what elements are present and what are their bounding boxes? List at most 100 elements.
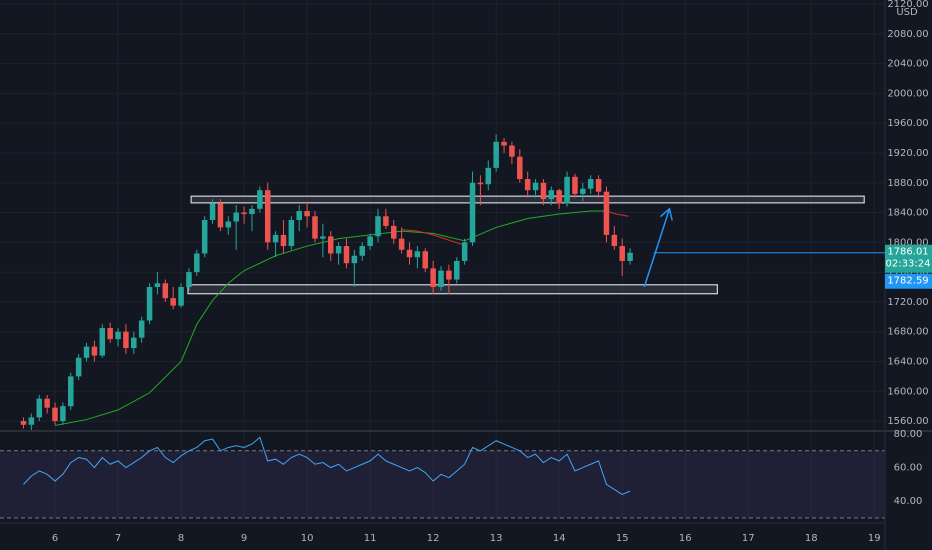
y-tick-label: 1880.00 <box>887 178 928 189</box>
candle-body <box>383 216 389 226</box>
candle-body <box>296 211 302 220</box>
y-tick-label: 1600.00 <box>887 386 928 397</box>
candle-body <box>327 236 334 254</box>
candle-body <box>587 179 594 189</box>
candle-body <box>572 176 578 194</box>
candle-body <box>469 182 476 243</box>
candle-body <box>367 236 373 247</box>
candle-body <box>115 331 121 340</box>
candle-body <box>595 179 602 192</box>
x-tick-label: 9 <box>241 533 247 544</box>
y-tick-label: 1720.00 <box>887 297 928 308</box>
candle-body <box>351 255 358 264</box>
candle-body <box>335 246 342 254</box>
x-tick-label: 7 <box>115 533 121 544</box>
candle-body <box>83 346 90 358</box>
rsi-band-fill <box>0 450 885 518</box>
x-tick-label: 8 <box>178 533 184 544</box>
candle-body <box>493 141 499 168</box>
y-tick-label: 2080.00 <box>887 29 928 40</box>
candle-body <box>430 268 436 288</box>
price-label: 1786.01 <box>887 247 928 258</box>
candle-body <box>564 176 570 204</box>
rsi-tick-label: 80.00 <box>894 429 923 440</box>
candle-body <box>343 246 350 264</box>
y-tick-label: 2000.00 <box>887 88 928 99</box>
moving-average <box>606 210 629 217</box>
y-tick-label: 2040.00 <box>887 59 928 70</box>
candle-body <box>501 141 507 146</box>
candle-body <box>627 252 633 261</box>
candle-body <box>28 417 35 425</box>
x-tick-label: 14 <box>553 533 566 544</box>
price-label: 1782.59 <box>887 276 928 287</box>
zone <box>187 284 718 295</box>
y-tick-label: 2120.00 <box>887 0 928 10</box>
candle-body <box>68 376 74 407</box>
candle-body <box>414 251 421 258</box>
y-tick-label: 1640.00 <box>887 356 928 367</box>
candle-body <box>280 234 287 247</box>
candle-body <box>241 212 247 215</box>
candle-body <box>517 156 523 180</box>
candle-body <box>201 219 208 254</box>
candle-body <box>540 182 547 200</box>
candle-body <box>107 327 113 340</box>
candle-body <box>509 145 515 157</box>
rsi-tick-label: 40.00 <box>894 496 923 507</box>
candle-body <box>556 190 562 204</box>
candle-body <box>146 287 153 321</box>
candle-body <box>485 167 492 185</box>
arrow-shaft <box>643 208 671 288</box>
moving-average <box>401 229 465 246</box>
y-tick-label: 1800.00 <box>887 237 928 248</box>
arrow-head <box>659 207 673 221</box>
candle-body <box>438 270 444 288</box>
candle-body <box>398 238 405 250</box>
moving-average <box>54 210 607 427</box>
candle-body <box>138 320 145 338</box>
candle-body <box>60 406 66 422</box>
candle-body <box>580 188 586 194</box>
candle-body <box>524 179 531 191</box>
candle-body <box>217 203 224 228</box>
candle-body <box>548 190 555 200</box>
candle-body <box>52 407 58 422</box>
candle-body <box>162 283 169 299</box>
y-tick-label: 1840.00 <box>887 208 928 219</box>
price-label-bg <box>885 244 932 273</box>
candle-body <box>477 182 484 185</box>
candle-body <box>446 270 452 280</box>
countdown-label: 02:33:24 <box>886 259 931 270</box>
candle-body <box>91 346 98 356</box>
x-tick-label: 6 <box>52 533 58 544</box>
candle-body <box>194 253 200 273</box>
y-tick-label: 1920.00 <box>887 148 928 159</box>
candle-body <box>611 234 618 247</box>
candle-body <box>36 398 43 418</box>
x-tick-label: 10 <box>301 533 314 544</box>
candle-body <box>375 216 381 237</box>
candle-body <box>272 234 279 243</box>
candle-body <box>532 182 539 191</box>
x-tick-label: 17 <box>742 533 755 544</box>
candle-body <box>406 249 413 258</box>
x-tick-label: 19 <box>868 533 881 544</box>
candle-body <box>123 331 129 349</box>
candle-body <box>249 208 255 215</box>
candle-body <box>288 219 295 247</box>
y-tick-label: 1680.00 <box>887 327 928 338</box>
candle-body <box>44 398 50 408</box>
x-tick-label: 11 <box>364 533 377 544</box>
x-tick-label: 12 <box>427 533 440 544</box>
rsi-tick-label: 60.00 <box>894 463 923 474</box>
price-label-bg <box>885 273 932 289</box>
candle-body <box>20 421 27 425</box>
candle-body <box>233 212 239 222</box>
candle-body <box>454 260 460 280</box>
candle-body <box>390 225 397 239</box>
candle-body <box>603 191 610 235</box>
candle-body <box>225 221 232 228</box>
